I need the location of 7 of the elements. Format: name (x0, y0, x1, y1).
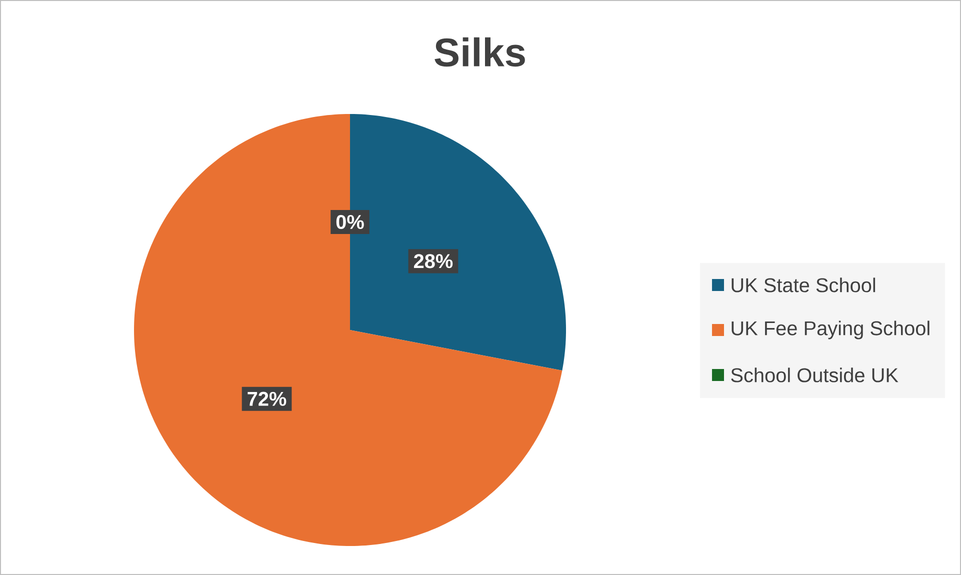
legend-label: UK State School (732, 278, 876, 292)
data-label: 72% (248, 392, 286, 406)
text: 0% (336, 214, 364, 230)
chart-title: Silks (434, 37, 525, 67)
legend-label: School Outside UK (731, 368, 898, 382)
data-label: 28% (414, 254, 453, 268)
legend-label: UK Fee Paying School (732, 320, 930, 340)
